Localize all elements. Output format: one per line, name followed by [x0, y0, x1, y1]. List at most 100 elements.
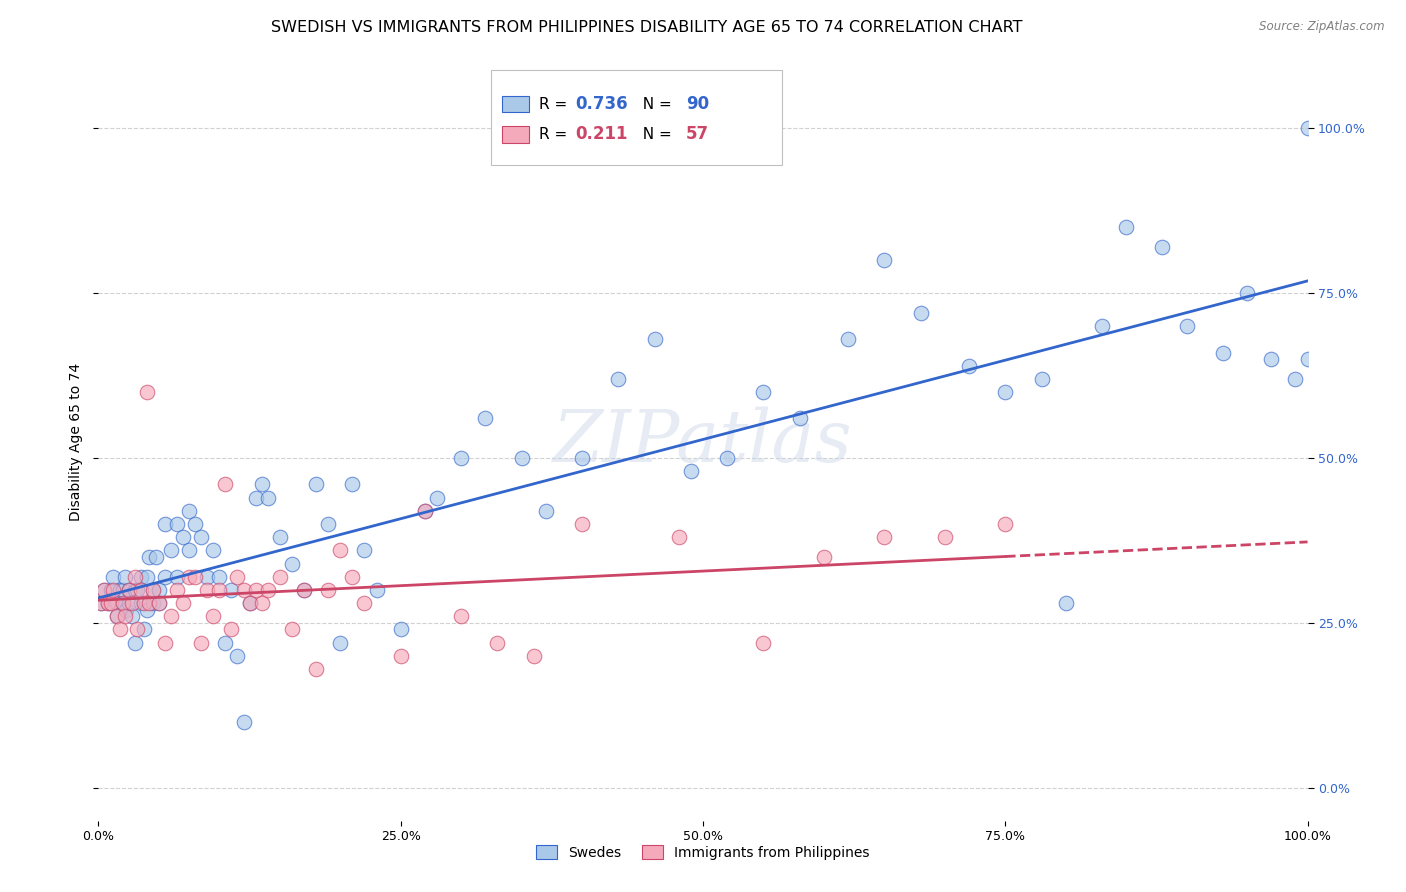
Point — [269, 570, 291, 584]
Point — [202, 609, 225, 624]
Point — [142, 582, 165, 597]
Text: Source: ZipAtlas.com: Source: ZipAtlas.com — [1260, 20, 1385, 33]
Point — [90, 596, 112, 610]
Point — [214, 477, 236, 491]
Point — [101, 582, 124, 597]
Point — [208, 582, 231, 597]
Point — [413, 504, 436, 518]
Point — [269, 530, 291, 544]
Point — [353, 596, 375, 610]
Point — [145, 549, 167, 564]
Point — [450, 609, 472, 624]
Point — [124, 582, 146, 597]
Point — [644, 332, 666, 346]
Point — [716, 450, 738, 465]
Point — [813, 549, 835, 564]
Point — [245, 491, 267, 505]
Point — [1296, 352, 1319, 367]
Text: R =: R = — [538, 127, 572, 142]
Point — [292, 582, 315, 597]
Point — [172, 596, 194, 610]
Point — [752, 635, 775, 649]
Point — [135, 570, 157, 584]
Point — [316, 582, 339, 597]
Point — [208, 570, 231, 584]
Point — [111, 582, 134, 597]
FancyBboxPatch shape — [502, 126, 529, 143]
Point — [166, 570, 188, 584]
Point — [195, 570, 218, 584]
Point — [413, 504, 436, 518]
Point — [118, 596, 141, 610]
FancyBboxPatch shape — [502, 95, 529, 112]
Point — [837, 332, 859, 346]
Point — [1152, 240, 1174, 254]
Text: 0.736: 0.736 — [575, 95, 627, 113]
Point — [607, 372, 630, 386]
Point — [226, 570, 249, 584]
Point — [138, 549, 160, 564]
Point — [1212, 345, 1234, 359]
Point — [129, 570, 152, 584]
Point — [305, 662, 328, 676]
Point — [450, 450, 472, 465]
Point — [115, 602, 138, 616]
Point — [105, 609, 128, 624]
Point — [97, 596, 120, 610]
Text: N =: N = — [633, 96, 676, 112]
Point — [90, 596, 112, 610]
Text: 0.211: 0.211 — [575, 126, 627, 144]
Point — [571, 516, 593, 531]
Point — [957, 359, 980, 373]
Point — [114, 609, 136, 624]
Point — [148, 596, 170, 610]
Point — [153, 516, 176, 531]
Point — [105, 596, 128, 610]
Point — [114, 570, 136, 584]
Point — [523, 648, 546, 663]
Point — [994, 516, 1017, 531]
Point — [245, 582, 267, 597]
Point — [668, 530, 690, 544]
Point — [142, 596, 165, 610]
Point — [256, 582, 278, 597]
Point — [342, 477, 364, 491]
Point — [129, 596, 152, 610]
Point — [305, 477, 328, 491]
Point — [994, 385, 1017, 400]
Text: 90: 90 — [686, 95, 709, 113]
Point — [179, 570, 201, 584]
Text: SWEDISH VS IMMIGRANTS FROM PHILIPPINES DISABILITY AGE 65 TO 74 CORRELATION CHART: SWEDISH VS IMMIGRANTS FROM PHILIPPINES D… — [271, 20, 1022, 35]
Legend: Swedes, Immigrants from Philippines: Swedes, Immigrants from Philippines — [530, 838, 876, 867]
Point — [100, 596, 122, 610]
Point — [1115, 220, 1137, 235]
Point — [316, 516, 339, 531]
Text: 57: 57 — [686, 126, 709, 144]
Y-axis label: Disability Age 65 to 74: Disability Age 65 to 74 — [69, 362, 83, 521]
Point — [111, 596, 134, 610]
Point — [124, 570, 146, 584]
Point — [239, 596, 262, 610]
Point — [127, 582, 149, 597]
Point — [184, 516, 207, 531]
Point — [1236, 286, 1258, 301]
Point — [256, 491, 278, 505]
Point — [873, 530, 896, 544]
Point — [153, 635, 176, 649]
Point — [179, 543, 201, 558]
Point — [166, 516, 188, 531]
Point — [118, 582, 141, 597]
Point — [292, 582, 315, 597]
Point — [1031, 372, 1053, 386]
Point — [138, 596, 160, 610]
Text: R =: R = — [538, 96, 572, 112]
Point — [1054, 596, 1077, 610]
Point — [184, 570, 207, 584]
Point — [166, 582, 188, 597]
Point — [153, 570, 176, 584]
FancyBboxPatch shape — [492, 70, 782, 165]
Point — [127, 623, 149, 637]
Point — [97, 596, 120, 610]
Point — [389, 623, 412, 637]
Point — [426, 491, 449, 505]
